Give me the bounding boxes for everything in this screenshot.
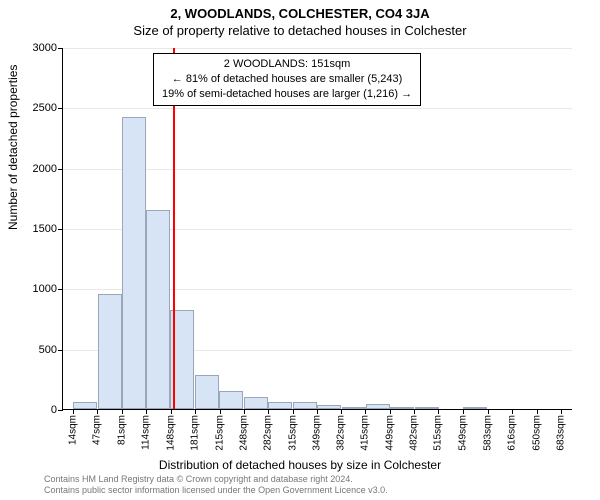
x-tick-mark (512, 409, 513, 414)
y-tick-label: 500 (39, 344, 63, 356)
x-tick-label: 616sqm (506, 415, 517, 451)
grid-line (63, 48, 572, 49)
x-tick-mark (171, 409, 172, 414)
x-tick-mark (97, 409, 98, 414)
chart-title-address: 2, WOODLANDS, COLCHESTER, CO4 3JA (0, 6, 600, 21)
histogram-bar (195, 375, 219, 409)
x-tick-mark (317, 409, 318, 414)
x-tick-label: 515sqm (433, 415, 444, 451)
x-tick-mark (438, 409, 439, 414)
x-tick-label: 181sqm (189, 415, 200, 451)
x-tick-label: 47sqm (92, 415, 103, 445)
x-tick-mark (220, 409, 221, 414)
x-tick-mark (244, 409, 245, 414)
x-tick-label: 650sqm (531, 415, 542, 451)
y-tick-label: 2000 (33, 163, 63, 175)
y-tick-label: 3000 (33, 42, 63, 54)
y-axis-label: Number of detached properties (6, 65, 20, 230)
y-tick-label: 0 (51, 404, 63, 416)
x-tick-label: 248sqm (238, 415, 249, 451)
annotation-line: 19% of semi-detached houses are larger (… (162, 87, 412, 102)
x-tick-mark (390, 409, 391, 414)
histogram-bar (73, 402, 97, 409)
x-tick-label: 148sqm (165, 415, 176, 451)
histogram-bar (98, 294, 122, 409)
histogram-bar (122, 117, 146, 409)
x-tick-mark (341, 409, 342, 414)
annotation-box: 2 WOODLANDS: 151sqm← 81% of detached hou… (153, 53, 421, 106)
x-tick-label: 482sqm (409, 415, 420, 451)
x-tick-mark (488, 409, 489, 414)
x-tick-label: 14sqm (68, 415, 79, 445)
footer-line2: Contains public sector information licen… (44, 485, 388, 496)
histogram-bar (342, 407, 366, 409)
histogram-bar (268, 402, 292, 409)
histogram-bar (219, 391, 243, 409)
x-tick-mark (365, 409, 366, 414)
x-axis-label: Distribution of detached houses by size … (0, 458, 600, 472)
histogram-bar (293, 402, 317, 409)
x-tick-label: 215sqm (214, 415, 225, 451)
x-tick-mark (146, 409, 147, 414)
chart-title-desc: Size of property relative to detached ho… (0, 23, 600, 38)
x-tick-mark (122, 409, 123, 414)
annotation-line: 2 WOODLANDS: 151sqm (162, 57, 412, 72)
plot-area: 05001000150020002500300014sqm47sqm81sqm1… (62, 48, 572, 410)
x-tick-label: 81sqm (117, 415, 128, 445)
histogram-bar (244, 397, 268, 409)
x-tick-label: 282sqm (263, 415, 274, 451)
histogram-bar (146, 210, 170, 409)
x-tick-label: 583sqm (482, 415, 493, 451)
x-tick-mark (268, 409, 269, 414)
histogram-bar (463, 407, 487, 409)
x-tick-mark (561, 409, 562, 414)
x-tick-label: 382sqm (336, 415, 347, 451)
x-tick-label: 114sqm (141, 415, 152, 450)
x-tick-label: 315sqm (287, 415, 298, 451)
y-tick-label: 2500 (33, 102, 63, 114)
property-size-chart: 2, WOODLANDS, COLCHESTER, CO4 3JA Size o… (0, 0, 600, 500)
x-tick-mark (293, 409, 294, 414)
y-tick-label: 1000 (33, 283, 63, 295)
x-tick-mark (537, 409, 538, 414)
x-tick-label: 349sqm (312, 415, 323, 451)
x-tick-label: 415sqm (360, 415, 371, 451)
histogram-bar (317, 405, 341, 409)
x-tick-mark (195, 409, 196, 414)
histogram-bar (415, 407, 439, 409)
chart-title-block: 2, WOODLANDS, COLCHESTER, CO4 3JA Size o… (0, 0, 600, 38)
x-tick-mark (73, 409, 74, 414)
x-tick-mark (414, 409, 415, 414)
x-tick-label: 683sqm (555, 415, 566, 451)
x-tick-mark (463, 409, 464, 414)
grid-line (63, 108, 572, 109)
histogram-bar (390, 407, 414, 409)
footer-line1: Contains HM Land Registry data © Crown c… (44, 474, 388, 485)
x-tick-label: 449sqm (385, 415, 396, 451)
y-tick-label: 1500 (33, 223, 63, 235)
histogram-bar (366, 404, 390, 409)
annotation-line: ← 81% of detached houses are smaller (5,… (162, 72, 412, 87)
x-tick-label: 549sqm (457, 415, 468, 451)
footer-attribution: Contains HM Land Registry data © Crown c… (44, 474, 388, 496)
